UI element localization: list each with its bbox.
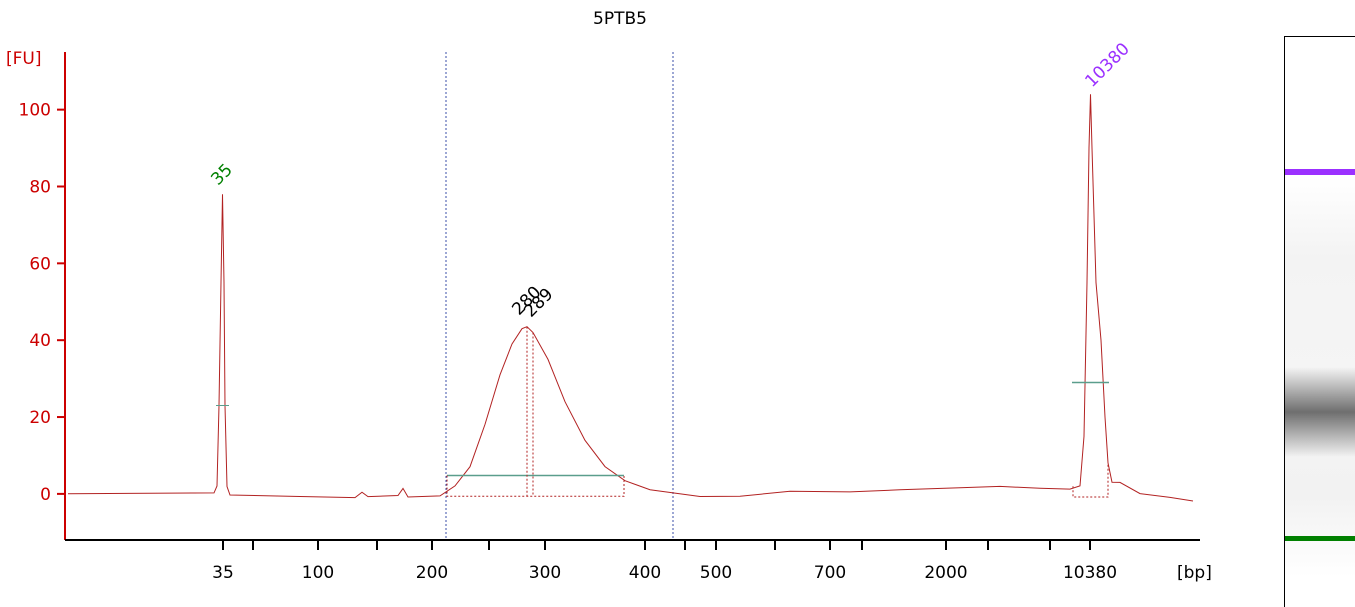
gel-sample-band	[1285, 367, 1355, 457]
x-tick-label: 300	[529, 563, 561, 583]
x-tick-label: 200	[416, 563, 448, 583]
plot-area: 0 20 40 60 80 100 35 100 200 300 400 500 700 2000 1038…	[19, 39, 1200, 583]
x-tick-label: 10380	[1063, 563, 1117, 583]
electropherogram-trace	[67, 94, 1194, 502]
peak-label-10380: 10380	[1081, 39, 1133, 91]
x-tick-label: 500	[700, 563, 732, 583]
y-tick-label: 20	[29, 408, 51, 428]
y-tick-label: 80	[29, 177, 51, 197]
y-tick-label: 40	[29, 331, 51, 351]
x-tick-label: 400	[629, 563, 661, 583]
y-axis-unit-label: [FU]	[6, 49, 42, 69]
y-tick-label: 60	[29, 254, 51, 274]
chart-title: 5PTB5	[593, 9, 647, 29]
electropherogram-chart: 5PTB5 [FU] [bp] 0 20 40 60 80 100 35 100 200 300 4…	[6, 9, 1212, 583]
region-outline	[446, 475, 625, 497]
peak-10380-outline	[1072, 463, 1109, 498]
peak-label-35: 35	[207, 160, 236, 189]
x-tick-label: 2000	[924, 563, 967, 583]
x-tick-label: 35	[212, 563, 234, 583]
gel-lower-marker-band	[1285, 536, 1355, 541]
x-tick-label: 700	[814, 563, 846, 583]
gel-image-panel	[1284, 36, 1355, 607]
y-tick-label: 0	[40, 485, 51, 505]
y-tick-label: 100	[19, 101, 51, 121]
x-tick-label: 100	[302, 563, 334, 583]
x-axis-unit-label: [bp]	[1177, 563, 1212, 583]
gel-upper-marker-band	[1285, 169, 1355, 175]
